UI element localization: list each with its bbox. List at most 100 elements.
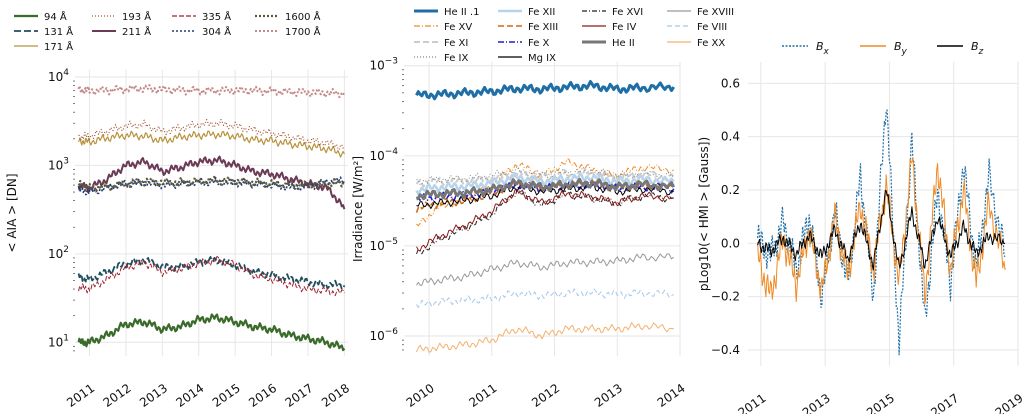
y-gridlines <box>748 82 1018 351</box>
legend-main: B <box>816 40 824 53</box>
y-axis-label: Irradiance [W/m²] <box>351 156 365 262</box>
tick-base: 10 <box>48 247 63 261</box>
series-line-3 <box>415 168 675 188</box>
legend-label: 304 Å <box>202 25 231 38</box>
tick-exponent: −6 <box>385 327 399 337</box>
legend-item: 211 Å <box>92 25 151 38</box>
tick-exponent: −3 <box>385 57 398 67</box>
legend-label: Fe XII <box>528 7 555 18</box>
legend-label: 171 Å <box>44 40 73 53</box>
x-tick-label: 2017 <box>928 391 961 414</box>
series-line-4 <box>78 118 345 151</box>
legend-label: He II .1 <box>444 7 479 18</box>
x-tick-label: 2013 <box>137 381 170 410</box>
x-tick-label: 2019 <box>993 391 1026 414</box>
legend-item: Fe XI <box>414 38 468 49</box>
series-line-11 <box>415 177 676 201</box>
legend-panel-1: 94 Å 131 Å 171 Å 193 Å 211 Å 335 Å 304 Å 1600 Å… <box>14 10 321 53</box>
y-tick-label: 103 <box>48 156 69 172</box>
y-tick-label: 0.6 <box>721 76 740 90</box>
legend-label: 211 Å <box>122 25 151 38</box>
legend-item: Fe XVI <box>582 7 643 18</box>
x-tick-label: 2014 <box>173 381 206 410</box>
series-lines <box>415 80 676 353</box>
legend-label: Bz <box>971 40 984 57</box>
tick-base: 10 <box>48 158 63 172</box>
legend-subscript: y <box>901 47 908 57</box>
series-line-12 <box>416 253 675 286</box>
legend-item: Fe VIII <box>667 22 727 33</box>
legend-item: Fe XX <box>667 38 725 49</box>
legend-label: 1700 Å <box>285 25 321 38</box>
series-line-14 <box>416 322 674 353</box>
series-line-9 <box>416 189 674 255</box>
legend-item: Fe XII <box>498 7 555 18</box>
series-lines <box>77 84 346 352</box>
y-axis-label: pLog10(< HMI > [Gauss]) <box>697 137 711 291</box>
legend-main: B <box>971 40 979 53</box>
series-line-8 <box>77 175 345 193</box>
legend-label: 94 Å <box>44 10 67 23</box>
x-tick-label: 2013 <box>592 381 625 410</box>
legend-label: 1600 Å <box>285 10 321 23</box>
legend-item: Fe XVIII <box>667 7 734 18</box>
y-minor-ticks <box>402 69 404 351</box>
legend-item: Mg IX <box>498 53 556 64</box>
series-line-5 <box>77 155 346 210</box>
legend-item: Fe XV <box>414 22 472 33</box>
panel-3: −0.4 −0.2 0.0 0.2 0.4 0.6 2011 2013 2015 2017 2019… <box>697 62 1026 418</box>
tick-exponent: 4 <box>63 68 69 78</box>
series-line-3 <box>78 130 345 158</box>
legend-item: 193 Å <box>92 10 151 23</box>
y-tick-label: −0.4 <box>711 343 740 357</box>
legend-item: Fe IX <box>414 53 468 64</box>
series-line-13 <box>416 288 674 308</box>
y-tick-label: 10−6 <box>369 327 398 343</box>
tick-base: 10 <box>369 59 384 73</box>
y-gridlines <box>404 65 680 337</box>
y-tick-label: 0.0 <box>721 236 740 250</box>
x-tick-label: 2011 <box>736 391 769 414</box>
x-tick-label: 2012 <box>529 381 562 410</box>
x-tick-label: 2011 <box>466 381 499 410</box>
x-tick-label: 2011 <box>64 381 97 410</box>
series-line-5 <box>415 172 675 196</box>
legend-label: Fe XI <box>444 38 468 49</box>
series-line-6 <box>78 255 345 297</box>
x-tick-label: 2015 <box>210 381 243 410</box>
legend-item: 171 Å <box>14 40 73 53</box>
legend-label: Bx <box>816 40 830 57</box>
x-tick-label: 2017 <box>283 381 316 410</box>
legend-main: B <box>894 40 902 53</box>
legend-item: 1600 Å <box>255 10 321 23</box>
series-line-10 <box>416 188 674 252</box>
legend-label: 193 Å <box>122 10 151 23</box>
series-line-1 <box>415 80 675 101</box>
series-line-1 <box>77 313 346 352</box>
legend-label: Fe XX <box>697 38 725 49</box>
legend-item: Fe XIII <box>498 22 558 33</box>
legend-item: 94 Å <box>14 10 67 23</box>
legend-item: 131 Å <box>14 25 73 38</box>
legend-item: Fe X <box>498 38 550 49</box>
y-gridlines <box>75 76 348 343</box>
tick-exponent: 3 <box>63 156 69 166</box>
tick-base: 10 <box>369 149 384 163</box>
legend-subscript: z <box>978 47 984 57</box>
tick-base: 10 <box>369 239 384 253</box>
legend-item: He II .1 <box>414 7 479 18</box>
x-tick-label: 2010 <box>404 381 437 410</box>
legend-label: He II <box>612 38 635 49</box>
legend-subscript: x <box>823 47 830 57</box>
y-tick-label: 0.4 <box>721 130 740 144</box>
tick-base: 10 <box>48 70 63 84</box>
legend-panel-2: He II .1 Fe XV Fe XI Fe IX Fe XII Fe XIII Fe X… <box>414 7 734 64</box>
tick-exponent: 1 <box>63 333 69 343</box>
legend-label: Fe XVI <box>612 7 643 18</box>
x-tick-label: 2014 <box>655 381 688 410</box>
series-line-3 <box>757 189 1006 271</box>
x-ticks: 2011 2012 2013 2014 2015 2016 2017 2018 <box>64 70 352 410</box>
